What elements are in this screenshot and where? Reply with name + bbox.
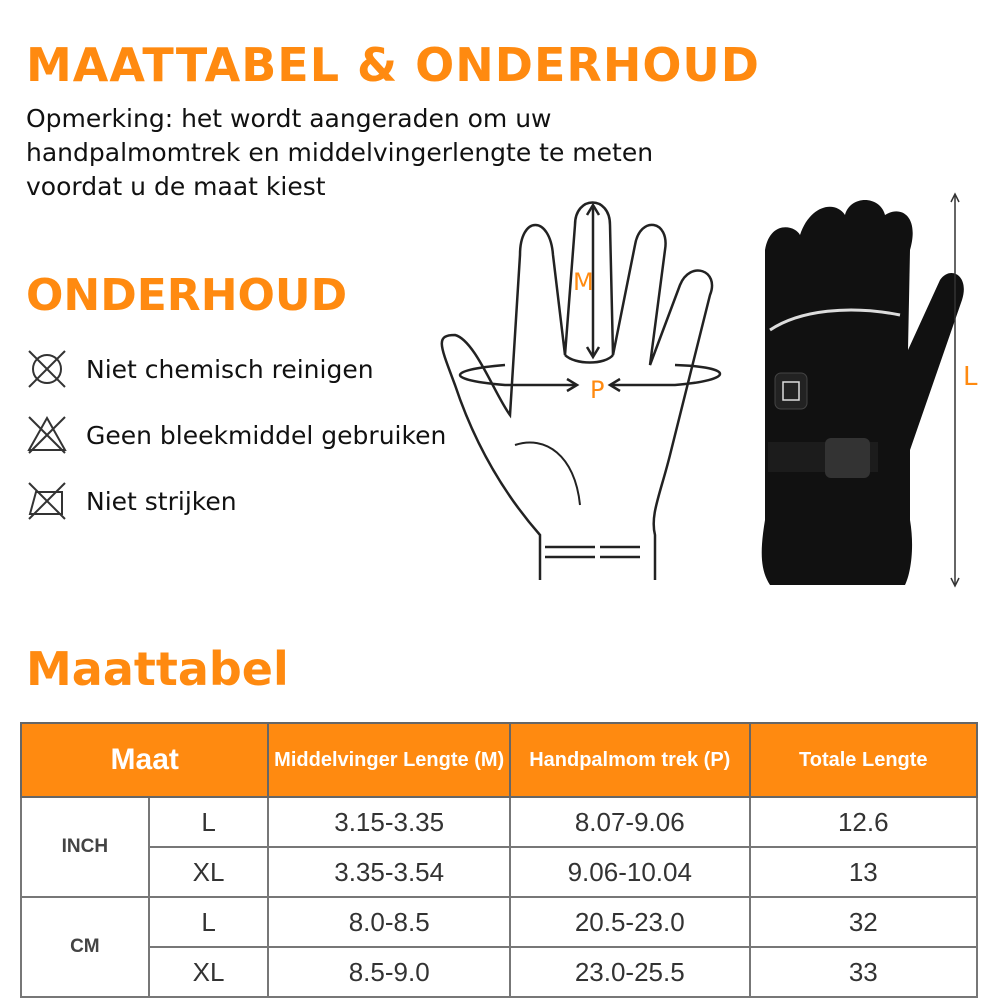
care-label: Niet chemisch reinigen [86,354,374,384]
table-cell: 8.0-8.5 [267,896,511,948]
table-cell: 3.15-3.35 [267,796,511,848]
size-chart-title: Maattabel [26,642,289,696]
hand-measurement-diagram: M P [440,201,722,580]
table-cell: 20.5-23.0 [508,896,751,948]
table-cell: 12.6 [748,796,979,848]
page-title: MAATTABEL & ONDERHOUD [26,38,760,92]
unit-cell: CM [20,896,150,998]
table-cell: L [147,896,270,948]
total-length-label: L [963,362,978,392]
table-header-row: Maat Middelvinger Lengte (M) Handpalmom … [19,722,979,798]
care-title: ONDERHOUD [26,270,348,321]
heated-glove-image: L [761,192,978,588]
table-row: INCH L 3.15-3.35 8.07-9.06 12.6 [20,796,979,898]
unit-cell: INCH [20,796,150,898]
care-label: Niet strijken [86,486,237,516]
palm-circumference-label: P [590,376,604,404]
no-dry-clean-icon [28,350,66,388]
header-size: Maat [19,722,270,798]
table-cell: XL [147,846,270,898]
table-cell: 13 [748,846,979,898]
table-cell: 33 [748,946,979,998]
middle-finger-length-label: M [573,268,594,296]
header-total-length: Totale Lengte [748,722,979,798]
table-cell: 32 [748,896,979,948]
table-cell: 23.0-25.5 [508,946,751,998]
table-row: XL 8.5-9.0 23.0-25.5 33 [21,946,979,998]
table-cell: 8.07-9.06 [508,796,751,848]
table-cell: 3.35-3.54 [267,846,511,898]
header-middle-finger: Middelvinger Lengte (M) [267,722,511,798]
header-palm: Handpalmom trek (P) [508,722,751,798]
care-item-bleach: Geen bleekmiddel gebruiken [26,414,446,456]
table-row: CM L 8.0-8.5 20.5-23.0 32 [20,896,979,998]
table-cell: 9.06-10.04 [508,846,751,898]
table-cell: XL [147,946,270,998]
size-table: Maat Middelvinger Lengte (M) Handpalmom … [19,722,979,998]
care-item-iron: Niet strijken [26,480,237,522]
table-row: XL 3.35-3.54 9.06-10.04 13 [21,846,979,898]
care-item-dry-clean: Niet chemisch reinigen [26,348,374,390]
measurement-note: Opmerking: het wordt aangeraden om uw ha… [26,104,654,201]
table-cell: L [147,796,270,848]
care-label: Geen bleekmiddel gebruiken [86,420,447,450]
no-iron-icon [28,482,66,520]
table-cell: 8.5-9.0 [267,946,511,998]
no-bleach-icon [27,415,67,454]
